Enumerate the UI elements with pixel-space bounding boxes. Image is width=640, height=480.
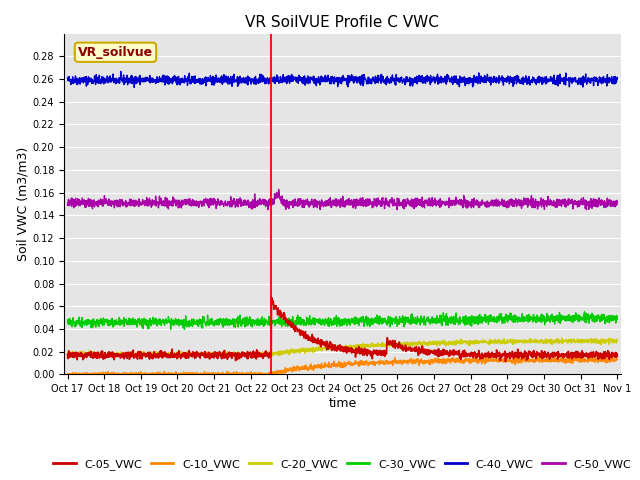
X-axis label: time: time (328, 397, 356, 410)
Title: VR SoilVUE Profile C VWC: VR SoilVUE Profile C VWC (246, 15, 439, 30)
Text: VR_soilvue: VR_soilvue (78, 46, 153, 59)
Legend: C-05_VWC, C-10_VWC, C-20_VWC, C-30_VWC, C-40_VWC, C-50_VWC: C-05_VWC, C-10_VWC, C-20_VWC, C-30_VWC, … (49, 455, 636, 475)
Y-axis label: Soil VWC (m3/m3): Soil VWC (m3/m3) (17, 147, 30, 261)
